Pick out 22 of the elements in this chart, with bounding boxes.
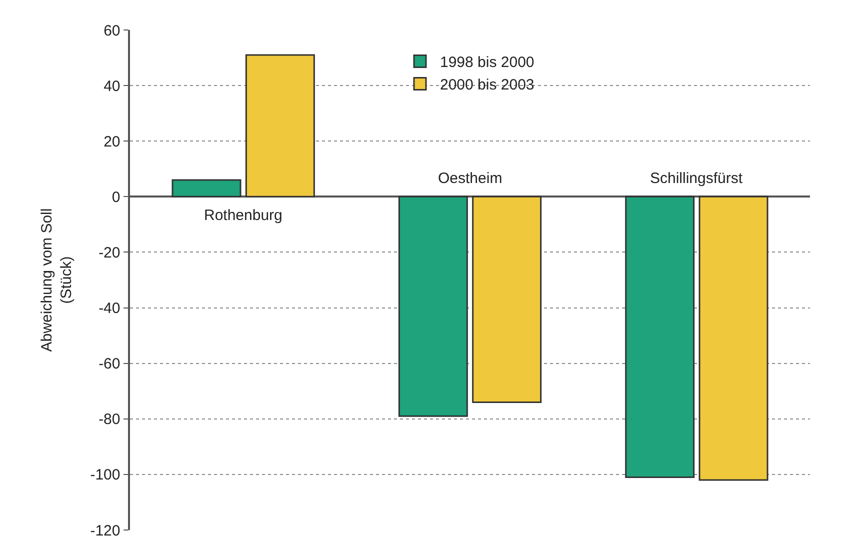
bar [698, 196, 768, 481]
x-tick-label: Oestheim [438, 170, 502, 187]
bar [245, 54, 315, 198]
y-tick-label: -40 [98, 300, 120, 318]
y-tick-label: 60 [104, 22, 120, 40]
y-tick-label: -60 [98, 356, 120, 373]
y-tick-label: -120 [90, 522, 120, 540]
x-tick-label: Rothenburg [204, 207, 282, 224]
x-tick-label: Schillingsfürst [650, 170, 744, 187]
bar [472, 196, 542, 403]
bar [172, 179, 242, 198]
bar [625, 196, 695, 478]
y-tick-label: -100 [90, 466, 120, 484]
y-tick-label: -20 [98, 244, 120, 262]
y-axis-title: Abweichung vom Soll (Stück) [38, 208, 75, 352]
y-tick-label: 20 [104, 133, 120, 150]
legend-label: 2000 bis 2003 [440, 76, 534, 94]
y-tick-label: 40 [104, 78, 120, 95]
legend-label: 1998 bis 2000 [440, 54, 534, 72]
y-tick-label: 0 [112, 188, 120, 206]
y-tick-label: -80 [98, 411, 120, 428]
bar [398, 196, 468, 417]
